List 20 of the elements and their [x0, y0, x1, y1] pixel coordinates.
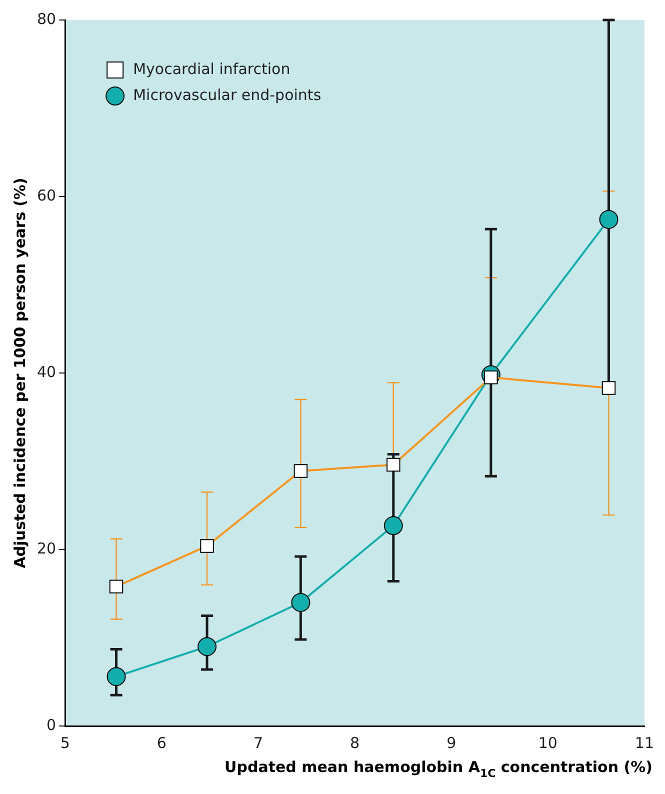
x-tick-label: 11	[634, 734, 654, 752]
x-tick-label: 6	[156, 734, 166, 752]
y-tick-label: 40	[36, 362, 56, 381]
point	[384, 516, 403, 536]
legend-label: Myocardial infarction	[133, 60, 290, 78]
y-tick-label: 80	[36, 10, 56, 28]
x-tick-label: 9	[446, 734, 456, 752]
y-tick-label: 0	[46, 716, 56, 734]
point	[291, 592, 310, 612]
point	[106, 667, 126, 686]
legend-label: Microvascular end-points	[133, 86, 322, 104]
x-tick-label: 5	[60, 734, 70, 752]
y-axis-title: Adjusted incidence per 1000 person years (%)	[10, 178, 29, 568]
point	[198, 637, 217, 656]
x-tick-label: 8	[350, 734, 360, 752]
x-tick-label: 7	[253, 734, 263, 752]
x-tick-label: 10	[538, 734, 558, 752]
y-tick-label: 20	[36, 539, 56, 558]
y-tick-label: 60	[36, 186, 56, 204]
point	[599, 210, 618, 229]
